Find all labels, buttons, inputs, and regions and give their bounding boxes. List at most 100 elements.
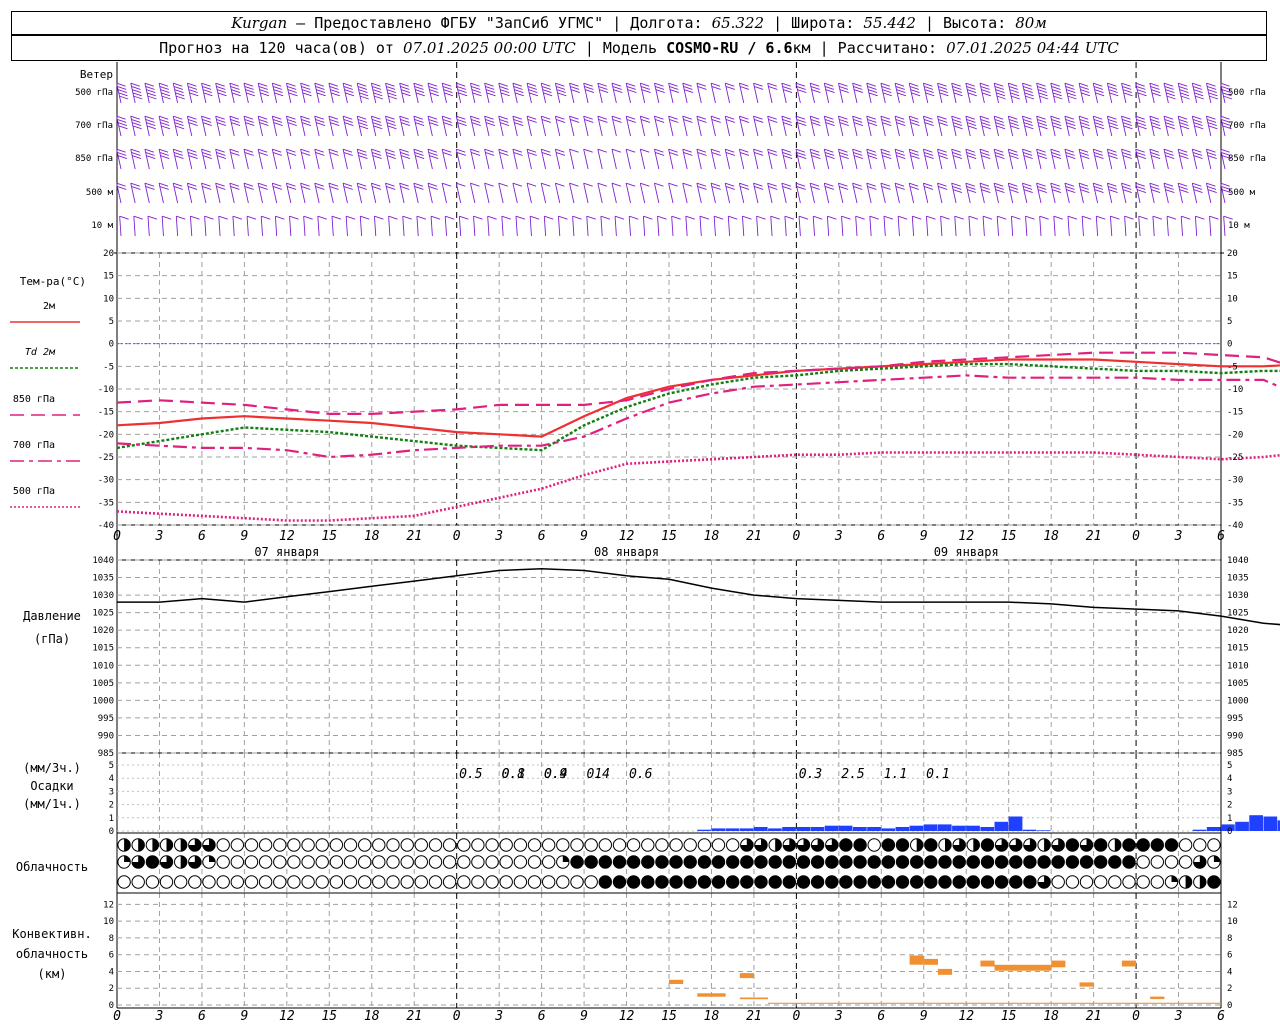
wind-feather [1179,186,1188,189]
wind-barb [261,216,262,236]
wind-feather [400,119,409,122]
wind-barb [1195,216,1196,236]
wind-feather [881,116,890,119]
wind-barb [470,149,474,169]
wind-feather [966,149,975,152]
wind-feather [1165,123,1174,126]
wind-feather [771,216,780,219]
wind-feather [304,216,313,219]
temp-tick-right: 0 [1227,340,1232,350]
wind-barb [867,149,871,169]
wind-feather [853,183,862,186]
wind-barb [838,183,842,203]
cloud-cell-fill [209,856,215,862]
wind-feather [954,93,963,96]
wind-feather [938,186,947,189]
wind-feather [541,116,550,119]
cloud-cell [302,856,314,868]
wind-feather [868,123,877,126]
precip-bar [1249,815,1263,831]
wind-barb [938,116,942,136]
precip-bar [853,827,867,831]
conv-title-2: облачность [16,947,88,961]
cloud-cell [1208,839,1220,851]
cloud-cell [259,839,271,851]
wind-barb [570,183,574,203]
wind-feather [485,183,494,186]
cloud-cell-fill [152,839,158,851]
wind-feather [556,152,565,155]
wind-feather [499,86,508,89]
wind-feather [1051,119,1060,122]
wind-barb [1122,149,1126,169]
time-tick: 0 [113,1009,121,1024]
cloud-cell [288,876,300,888]
cloud-cell-fill [826,876,838,888]
wind-barb [343,149,347,169]
wind-feather [556,119,565,122]
wind-feather [782,149,791,152]
wind-feather [867,83,876,86]
wind-feather [1067,96,1076,99]
wind-feather [173,183,182,186]
wind-barb [711,116,715,136]
wind-feather [1109,156,1118,159]
wind-barb [357,183,361,203]
wind-barb [867,116,871,136]
cloud-cell [514,856,526,868]
wind-feather [1150,152,1159,155]
cloud-cell [217,839,229,851]
wind-feather [1079,183,1088,186]
wind-feather [317,93,326,96]
wind-feather [245,186,254,189]
wind-feather [968,93,977,96]
cloud-cell [373,856,385,868]
wind-feather [1193,152,1202,155]
wind-feather [499,149,508,152]
wind-feather [1038,90,1047,93]
wind-feather [584,149,593,152]
cloud-cell [217,876,229,888]
wind-barb [431,216,432,236]
wind-feather [1192,116,1201,119]
wind-barb [219,216,220,236]
wind-feather [629,216,638,219]
wind-feather [202,83,211,86]
wind-feather [598,149,607,152]
wind-feather [162,216,171,219]
time-tick: 3 [1174,1009,1183,1024]
cloud-cell [557,876,569,888]
wind-feather [1080,86,1089,89]
wind-feather [697,183,706,186]
wind-feather [330,152,339,155]
cloud-cell [443,876,455,888]
wind-feather [230,86,239,89]
wind-feather [1123,93,1132,96]
wind-barb [1026,216,1027,236]
wind-feather [757,216,766,219]
wind-feather [133,96,142,99]
wind-barb [1110,216,1111,236]
wind-feather [357,149,366,152]
wind-feather [272,83,281,86]
wind-feather [118,123,127,126]
wind-barb [159,149,163,169]
wind-feather [273,186,282,189]
wind-barb [244,149,248,169]
cloud-cell [401,876,413,888]
wind-feather [288,93,297,96]
wind-feather [882,86,891,89]
time-tick: 9 [580,529,588,544]
wind-feather [400,186,409,189]
wind-feather [386,119,395,122]
wind-feather [995,86,1004,89]
time-tick: 12 [619,1009,635,1024]
wind-feather [1053,93,1062,96]
cloud-cell [698,839,710,851]
wind-feather [386,83,395,86]
wind-feather [980,83,989,86]
wind-feather [980,183,989,186]
cloud-cell-fill [981,876,993,888]
wind-feather [838,183,847,186]
wind-feather [1066,152,1075,155]
